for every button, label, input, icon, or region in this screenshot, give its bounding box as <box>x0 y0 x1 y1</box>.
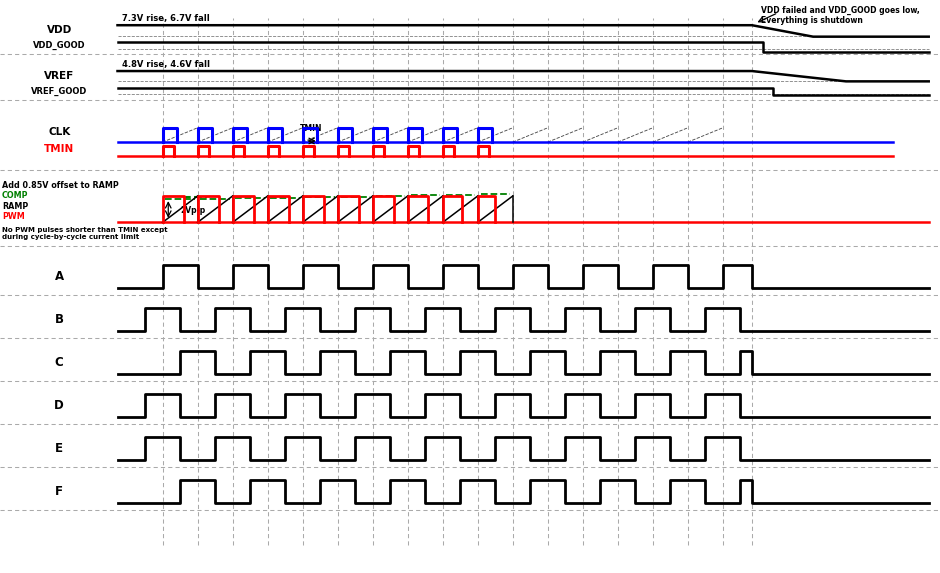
Text: D: D <box>55 399 64 411</box>
Text: VDD failed and VDD_GOOD goes low,
Everything is shutdown: VDD failed and VDD_GOOD goes low, Everyt… <box>761 6 920 25</box>
Text: COMP: COMP <box>2 191 28 201</box>
Text: A: A <box>55 270 64 282</box>
Text: E: E <box>55 442 63 454</box>
Text: TMIN: TMIN <box>301 124 322 133</box>
Text: CLK: CLK <box>48 127 70 137</box>
Text: No PWM pulses shorter than TMIN except
during cycle-by-cycle current limit: No PWM pulses shorter than TMIN except d… <box>2 227 167 240</box>
Text: 4.8V rise, 4.6V fall: 4.8V rise, 4.6V fall <box>122 60 211 69</box>
Text: RAMP: RAMP <box>2 202 28 211</box>
Text: VDD_GOOD: VDD_GOOD <box>33 41 86 50</box>
Text: B: B <box>55 313 64 325</box>
Text: VREF: VREF <box>44 70 74 81</box>
Text: 2Vp-p: 2Vp-p <box>180 206 206 214</box>
Text: VDD: VDD <box>47 25 71 35</box>
Text: PWM: PWM <box>2 212 24 221</box>
Text: 7.3V rise, 6.7V fall: 7.3V rise, 6.7V fall <box>122 14 210 23</box>
Text: F: F <box>55 485 63 497</box>
Text: Add 0.85V offset to RAMP: Add 0.85V offset to RAMP <box>2 181 118 190</box>
Text: TMIN: TMIN <box>44 144 74 154</box>
Text: C: C <box>55 356 64 368</box>
Text: VREF_GOOD: VREF_GOOD <box>31 87 87 96</box>
